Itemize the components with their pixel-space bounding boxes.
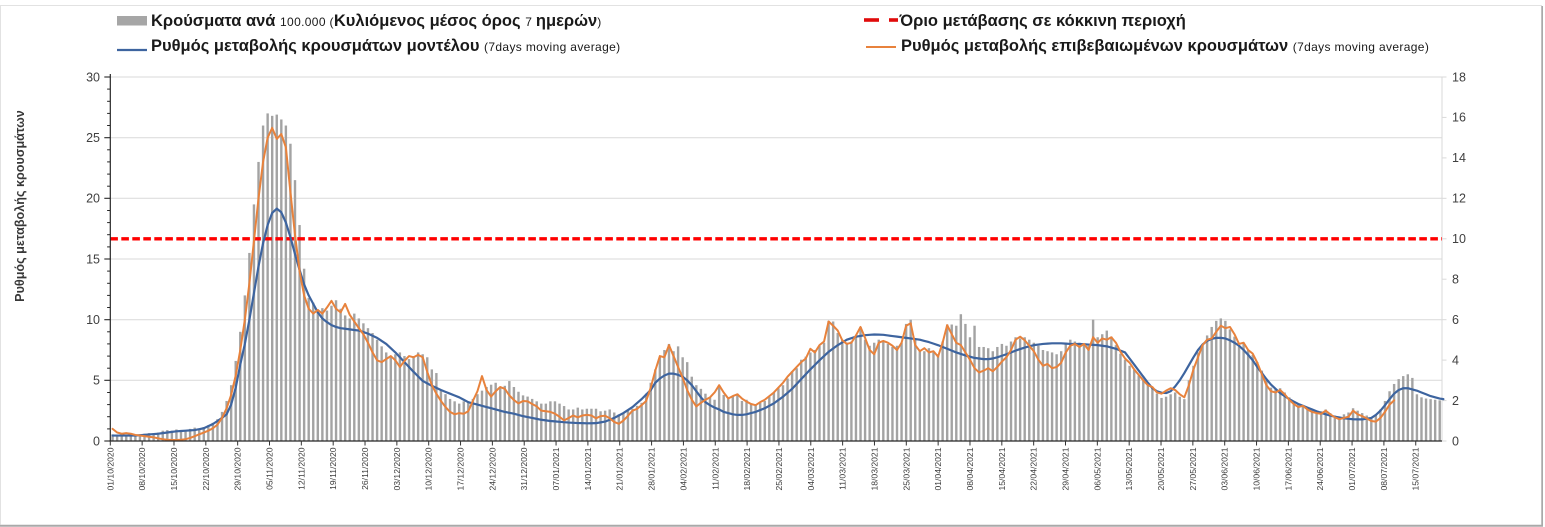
svg-text:2: 2 <box>1452 394 1459 408</box>
svg-text:01/10/2020: 01/10/2020 <box>105 447 115 490</box>
svg-text:5: 5 <box>93 374 100 388</box>
svg-text:08/04/2021: 08/04/2021 <box>965 447 975 490</box>
svg-text:10: 10 <box>1452 232 1466 246</box>
svg-text:28/01/2021: 28/01/2021 <box>647 447 657 490</box>
svg-text:19/11/2020: 19/11/2020 <box>328 447 338 490</box>
svg-text:12: 12 <box>1452 192 1466 206</box>
svg-text:18/03/2021: 18/03/2021 <box>870 447 880 490</box>
svg-text:27/05/2021: 27/05/2021 <box>1188 447 1198 490</box>
svg-text:06/05/2021: 06/05/2021 <box>1092 447 1102 490</box>
svg-text:18: 18 <box>1452 70 1466 84</box>
svg-text:25/02/2021: 25/02/2021 <box>774 447 784 490</box>
svg-text:14: 14 <box>1452 151 1466 165</box>
svg-text:25/03/2021: 25/03/2021 <box>901 447 911 490</box>
svg-text:20/05/2021: 20/05/2021 <box>1156 447 1166 490</box>
svg-text:10: 10 <box>86 313 100 327</box>
svg-text:04/03/2021: 04/03/2021 <box>806 447 816 490</box>
svg-text:30: 30 <box>86 70 100 84</box>
svg-text:Ρυθμός μεταβολής επιβεβαιωμένω: Ρυθμός μεταβολής επιβεβαιωμένων κρουσμάτ… <box>901 37 1429 55</box>
svg-text:01/07/2021: 01/07/2021 <box>1347 447 1357 490</box>
svg-text:26/11/2020: 26/11/2020 <box>360 447 370 490</box>
svg-text:20: 20 <box>86 192 100 206</box>
svg-text:Όριο μετάβασης σε κόκκινη περι: Όριο μετάβασης σε κόκκινη περιοχή <box>899 12 1186 30</box>
svg-text:11/02/2021: 11/02/2021 <box>710 447 720 490</box>
svg-text:15/10/2020: 15/10/2020 <box>169 447 179 490</box>
svg-text:25: 25 <box>86 131 100 145</box>
svg-text:13/05/2021: 13/05/2021 <box>1124 447 1134 490</box>
svg-text:Ρυθμός μεταβολής κρουσμάτων: Ρυθμός μεταβολής κρουσμάτων <box>13 110 27 302</box>
svg-text:10/12/2020: 10/12/2020 <box>424 447 434 490</box>
svg-text:0: 0 <box>1452 434 1459 448</box>
svg-text:03/12/2020: 03/12/2020 <box>392 447 402 490</box>
svg-text:11/03/2021: 11/03/2021 <box>838 447 848 490</box>
svg-text:4: 4 <box>1452 353 1459 367</box>
svg-text:18/02/2021: 18/02/2021 <box>742 447 752 490</box>
svg-text:04/02/2021: 04/02/2021 <box>678 447 688 490</box>
svg-text:07/01/2021: 07/01/2021 <box>551 447 561 490</box>
svg-text:08/10/2020: 08/10/2020 <box>137 447 147 490</box>
svg-text:24/06/2021: 24/06/2021 <box>1315 447 1325 490</box>
svg-text:6: 6 <box>1452 313 1459 327</box>
svg-text:Κρούσματα ανά 100.000 (Κυλιόμε: Κρούσματα ανά 100.000 (Κυλιόμενος μέσος … <box>151 12 602 30</box>
svg-text:17/12/2020: 17/12/2020 <box>456 447 466 490</box>
svg-text:29/10/2020: 29/10/2020 <box>233 447 243 490</box>
svg-text:15: 15 <box>86 252 100 266</box>
svg-text:24/12/2020: 24/12/2020 <box>487 447 497 490</box>
svg-text:22/04/2021: 22/04/2021 <box>1029 447 1039 490</box>
svg-text:12/11/2020: 12/11/2020 <box>296 447 306 490</box>
svg-text:16: 16 <box>1452 111 1466 125</box>
svg-text:15/07/2021: 15/07/2021 <box>1411 447 1421 490</box>
svg-text:17/06/2021: 17/06/2021 <box>1283 447 1293 490</box>
svg-text:05/11/2020: 05/11/2020 <box>265 447 275 490</box>
svg-text:31/12/2020: 31/12/2020 <box>519 447 529 490</box>
svg-text:10/06/2021: 10/06/2021 <box>1252 447 1262 490</box>
svg-text:0: 0 <box>93 434 100 448</box>
svg-text:29/04/2021: 29/04/2021 <box>1061 447 1071 490</box>
svg-text:15/04/2021: 15/04/2021 <box>997 447 1007 490</box>
svg-text:Ρυθμός μεταβολής κρουσμάτων μο: Ρυθμός μεταβολής κρουσμάτων μοντέλου (7d… <box>151 37 620 55</box>
svg-text:22/10/2020: 22/10/2020 <box>201 447 211 490</box>
svg-text:8: 8 <box>1452 273 1459 287</box>
svg-text:08/07/2021: 08/07/2021 <box>1379 447 1389 490</box>
svg-text:01/04/2021: 01/04/2021 <box>933 447 943 490</box>
svg-text:14/01/2021: 14/01/2021 <box>583 447 593 490</box>
svg-text:03/06/2021: 03/06/2021 <box>1220 447 1230 490</box>
svg-text:21/01/2021: 21/01/2021 <box>615 447 625 490</box>
